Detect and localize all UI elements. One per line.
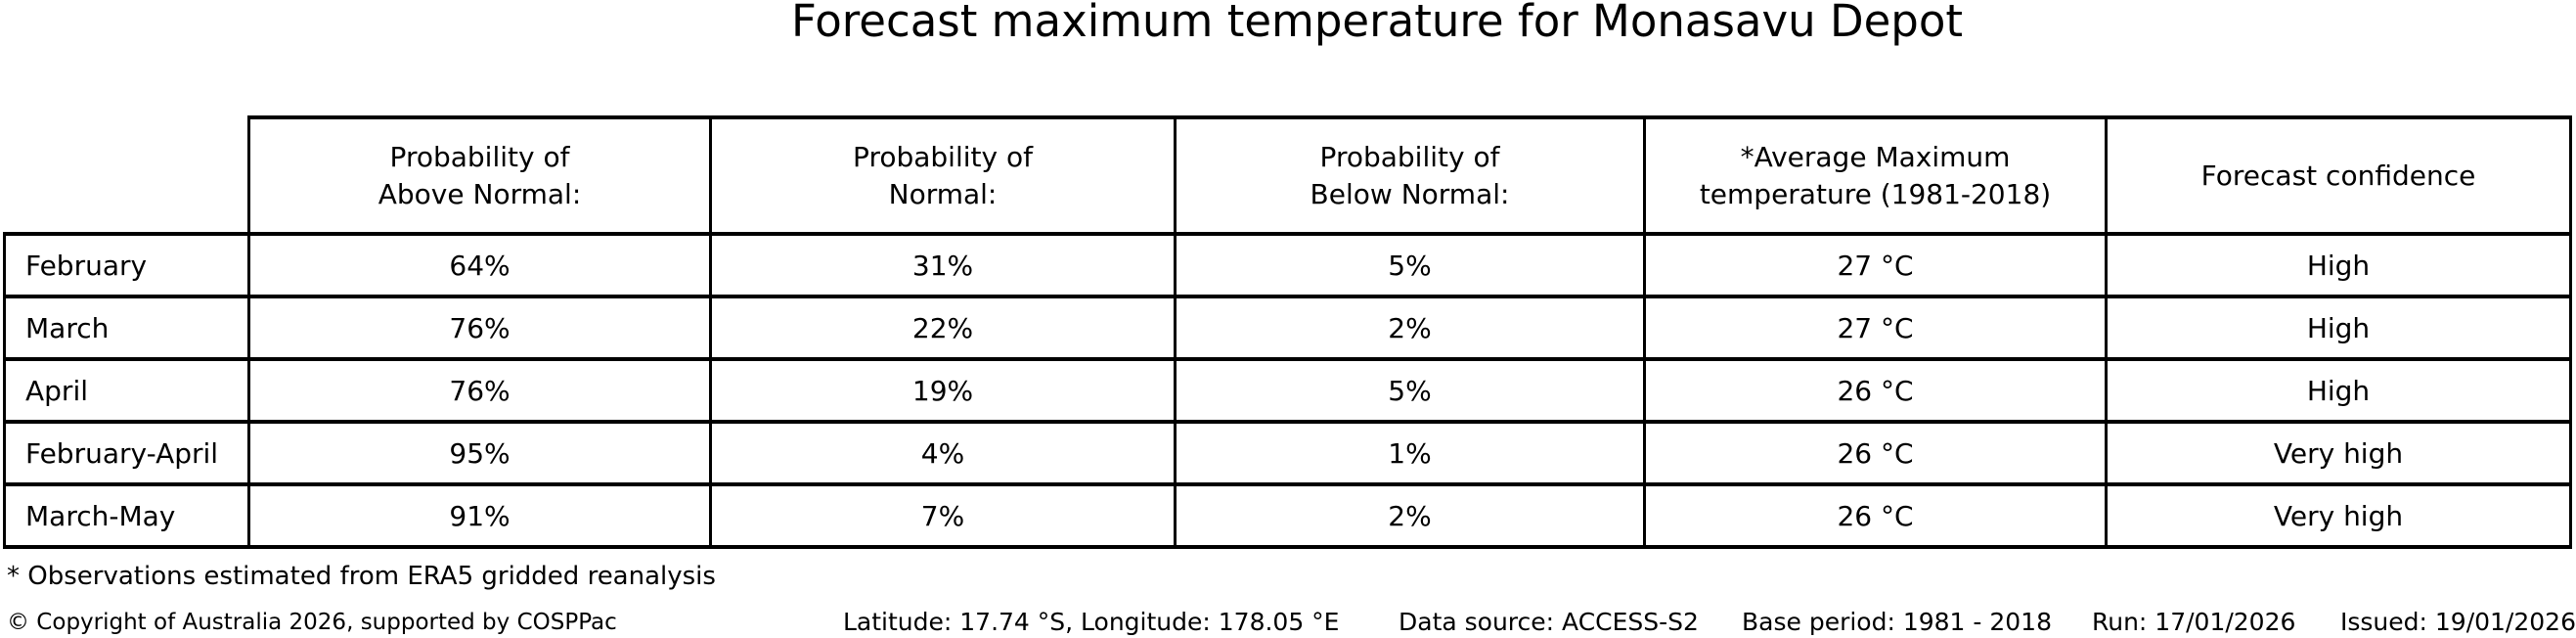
table-header-row: Probability of Above Normal: Probability… (5, 115, 2572, 236)
cell-above-normal: 76% (247, 295, 712, 361)
cell-above-normal: 76% (247, 357, 712, 424)
table-row-february-april: February-April 95% 4% 1% 26 °C Very high (3, 420, 2572, 486)
page-title: Forecast maximum temperature for Monasav… (790, 0, 1964, 47)
table-row-march: March 76% 22% 2% 27 °C High (3, 295, 2572, 361)
column-header-normal: Probability of Normal: (709, 115, 1177, 236)
cell-above-normal: 95% (247, 420, 712, 486)
row-label: March (3, 295, 250, 361)
cell-normal: 22% (709, 295, 1177, 361)
cell-forecast-confidence: High (2105, 357, 2572, 424)
cell-forecast-confidence: High (2105, 295, 2572, 361)
cell-average-max-temp: 26 °C (1643, 482, 2108, 549)
cell-forecast-confidence: High (2105, 232, 2572, 298)
table-row-march-may: March-May 91% 7% 2% 26 °C Very high (3, 482, 2572, 549)
copyright-text: © Copyright of Australia 2026, supported… (7, 610, 617, 635)
column-header-forecast-confidence: Forecast confidence (2105, 115, 2572, 236)
cell-above-normal: 64% (247, 232, 712, 298)
run-date-text: Run: 17/01/2026 (2092, 608, 2296, 636)
cell-average-max-temp: 27 °C (1643, 232, 2108, 298)
forecast-table: Probability of Above Normal: Probability… (3, 115, 2572, 549)
cell-above-normal: 91% (247, 482, 712, 549)
cell-below-normal: 2% (1174, 295, 1646, 361)
row-label: February-April (3, 420, 250, 486)
location-text: Latitude: 17.74 °S, Longitude: 178.05 °E (843, 608, 1340, 636)
header-spacer-cell (5, 117, 249, 234)
cell-average-max-temp: 26 °C (1643, 420, 2108, 486)
row-label: February (3, 232, 250, 298)
issued-date-text: Issued: 19/01/2026 (2340, 608, 2576, 636)
cell-normal: 31% (709, 232, 1177, 298)
cell-average-max-temp: 27 °C (1643, 295, 2108, 361)
cell-normal: 4% (709, 420, 1177, 486)
base-period-text: Base period: 1981 - 2018 (1742, 608, 2052, 636)
cell-normal: 19% (709, 357, 1177, 424)
cell-below-normal: 1% (1174, 420, 1646, 486)
table-row-february: February 64% 31% 5% 27 °C High (3, 232, 2572, 298)
data-source-text: Data source: ACCESS-S2 (1399, 608, 1699, 636)
row-label: April (3, 357, 250, 424)
cell-forecast-confidence: Very high (2105, 482, 2572, 549)
column-header-above-normal: Probability of Above Normal: (247, 115, 712, 236)
cell-average-max-temp: 26 °C (1643, 357, 2108, 424)
cell-below-normal: 5% (1174, 232, 1646, 298)
cell-below-normal: 5% (1174, 357, 1646, 424)
row-label: March-May (3, 482, 250, 549)
cell-forecast-confidence: Very high (2105, 420, 2572, 486)
column-header-average-max-temp: *Average Maximum temperature (1981-2018) (1643, 115, 2108, 236)
footnote: * Observations estimated from ERA5 gridd… (7, 562, 716, 591)
cell-below-normal: 2% (1174, 482, 1646, 549)
column-header-below-normal: Probability of Below Normal: (1174, 115, 1646, 236)
cell-normal: 7% (709, 482, 1177, 549)
table-row-april: April 76% 19% 5% 26 °C High (3, 357, 2572, 424)
